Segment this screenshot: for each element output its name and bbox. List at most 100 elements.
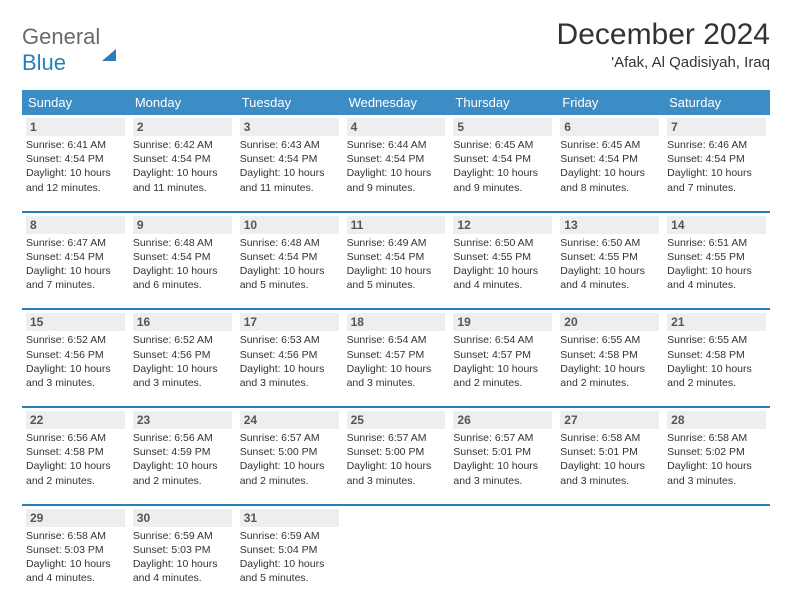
- cell-info: Sunrise: 6:58 AMSunset: 5:02 PMDaylight:…: [667, 431, 766, 488]
- date-number: 12: [453, 216, 552, 234]
- cell-info: Sunrise: 6:58 AMSunset: 5:03 PMDaylight:…: [26, 529, 125, 586]
- date-number: 13: [560, 216, 659, 234]
- cell-info: Sunrise: 6:59 AMSunset: 5:03 PMDaylight:…: [133, 529, 232, 586]
- cell-info: Sunrise: 6:50 AMSunset: 4:55 PMDaylight:…: [560, 236, 659, 293]
- logo-text: General Blue: [22, 24, 116, 76]
- date-number: 25: [347, 411, 446, 429]
- date-number: 3: [240, 118, 339, 136]
- cell-info: Sunrise: 6:49 AMSunset: 4:54 PMDaylight:…: [347, 236, 446, 293]
- location: 'Afak, Al Qadisiyah, Iraq: [557, 54, 770, 71]
- week-row: 1Sunrise: 6:41 AMSunset: 4:54 PMDaylight…: [22, 115, 770, 201]
- date-number: 31: [240, 509, 339, 527]
- calendar-cell: 7Sunrise: 6:46 AMSunset: 4:54 PMDaylight…: [663, 115, 770, 201]
- calendar-cell: 11Sunrise: 6:49 AMSunset: 4:54 PMDayligh…: [343, 213, 450, 299]
- calendar-cell: 26 Sunrise: 6:57 AMSunset: 5:01 PMDayligh…: [449, 408, 556, 494]
- cell-info: Sunrise: 6:42 AMSunset: 4:54 PMDaylight:…: [133, 138, 232, 195]
- calendar-cell: 14 Sunrise: 6:51 AMSunset: 4:55 PMDayligh…: [663, 213, 770, 299]
- date-number: 6: [560, 118, 659, 136]
- date-number: 20: [560, 313, 659, 331]
- date-number: 16: [133, 313, 232, 331]
- calendar-cell: 10 Sunrise: 6:48 AMSunset: 4:54 PMDayligh…: [236, 213, 343, 299]
- calendar-cell: 5 Sunrise: 6:45 AMSunset: 4:54 PMDaylight…: [449, 115, 556, 201]
- weeks-container: 1Sunrise: 6:41 AMSunset: 4:54 PMDaylight…: [22, 115, 770, 591]
- date-number: 30: [133, 509, 232, 527]
- calendar-cell: 28 Sunrise: 6:58 AMSunset: 5:02 PMDayligh…: [663, 408, 770, 494]
- date-number: 21: [667, 313, 766, 331]
- date-number: 5: [453, 118, 552, 136]
- cell-info: Sunrise: 6:51 AMSunset: 4:55 PMDaylight:…: [667, 236, 766, 293]
- calendar-cell: 29 Sunrise: 6:58 AMSunset: 5:03 PMDayligh…: [22, 506, 129, 592]
- cell-info: Sunrise: 6:59 AMSunset: 5:04 PMDaylight:…: [240, 529, 339, 586]
- cell-info: Sunrise: 6:46 AMSunset: 4:54 PMDaylight:…: [667, 138, 766, 195]
- calendar: SundayMondayTuesdayWednesdayThursdayFrid…: [22, 90, 770, 591]
- day-header: Wednesday: [343, 90, 450, 115]
- date-number: 23: [133, 411, 232, 429]
- date-number: 28: [667, 411, 766, 429]
- header: General Blue December 2024 'Afak, Al Qad…: [22, 18, 770, 76]
- date-number: 2: [133, 118, 232, 136]
- date-number: 24: [240, 411, 339, 429]
- cell-info: Sunrise: 6:48 AMSunset: 4:54 PMDaylight:…: [133, 236, 232, 293]
- calendar-cell: 1Sunrise: 6:41 AMSunset: 4:54 PMDaylight…: [22, 115, 129, 201]
- day-header: Monday: [129, 90, 236, 115]
- date-number: 22: [26, 411, 125, 429]
- date-number: 15: [26, 313, 125, 331]
- cell-info: Sunrise: 6:48 AMSunset: 4:54 PMDaylight:…: [240, 236, 339, 293]
- calendar-cell: 2 Sunrise: 6:42 AMSunset: 4:54 PMDaylight…: [129, 115, 236, 201]
- date-number: 8: [26, 216, 125, 234]
- week-row: 29 Sunrise: 6:58 AMSunset: 5:03 PMDayligh…: [22, 504, 770, 592]
- calendar-cell: 27Sunrise: 6:58 AMSunset: 5:01 PMDayligh…: [556, 408, 663, 494]
- calendar-cell: 24Sunrise: 6:57 AMSunset: 5:00 PMDayligh…: [236, 408, 343, 494]
- date-number: 9: [133, 216, 232, 234]
- day-header: Tuesday: [236, 90, 343, 115]
- calendar-cell: 21 Sunrise: 6:55 AMSunset: 4:58 PMDayligh…: [663, 310, 770, 396]
- title-block: December 2024 'Afak, Al Qadisiyah, Iraq: [557, 18, 770, 71]
- cell-info: Sunrise: 6:50 AMSunset: 4:55 PMDaylight:…: [453, 236, 552, 293]
- calendar-cell: 4Sunrise: 6:44 AMSunset: 4:54 PMDaylight…: [343, 115, 450, 201]
- calendar-cell: 23Sunrise: 6:56 AMSunset: 4:59 PMDayligh…: [129, 408, 236, 494]
- calendar-cell: 15 Sunrise: 6:52 AMSunset: 4:56 PMDayligh…: [22, 310, 129, 396]
- calendar-cell: 31 Sunrise: 6:59 AMSunset: 5:04 PMDayligh…: [236, 506, 343, 592]
- logo-text-1: General: [22, 24, 100, 49]
- day-header: Friday: [556, 90, 663, 115]
- calendar-cell: 17Sunrise: 6:53 AMSunset: 4:56 PMDayligh…: [236, 310, 343, 396]
- calendar-cell-empty: [449, 506, 556, 592]
- calendar-cell: 18 Sunrise: 6:54 AMSunset: 4:57 PMDayligh…: [343, 310, 450, 396]
- week-row: 15 Sunrise: 6:52 AMSunset: 4:56 PMDayligh…: [22, 308, 770, 396]
- week-row: 22 Sunrise: 6:56 AMSunset: 4:58 PMDayligh…: [22, 406, 770, 494]
- cell-info: Sunrise: 6:43 AMSunset: 4:54 PMDaylight:…: [240, 138, 339, 195]
- day-header: Sunday: [22, 90, 129, 115]
- week-row: 8Sunrise: 6:47 AMSunset: 4:54 PMDaylight…: [22, 211, 770, 299]
- calendar-cell: 12 Sunrise: 6:50 AMSunset: 4:55 PMDayligh…: [449, 213, 556, 299]
- calendar-cell: 13 Sunrise: 6:50 AMSunset: 4:55 PMDayligh…: [556, 213, 663, 299]
- calendar-cell-empty: [343, 506, 450, 592]
- day-header: Saturday: [663, 90, 770, 115]
- cell-info: Sunrise: 6:41 AMSunset: 4:54 PMDaylight:…: [26, 138, 125, 195]
- calendar-cell: 16Sunrise: 6:52 AMSunset: 4:56 PMDayligh…: [129, 310, 236, 396]
- cell-info: Sunrise: 6:52 AMSunset: 4:56 PMDaylight:…: [26, 333, 125, 390]
- cell-info: Sunrise: 6:55 AMSunset: 4:58 PMDaylight:…: [667, 333, 766, 390]
- date-number: 29: [26, 509, 125, 527]
- calendar-cell-empty: [663, 506, 770, 592]
- calendar-cell: 6 Sunrise: 6:45 AMSunset: 4:54 PMDaylight…: [556, 115, 663, 201]
- cell-info: Sunrise: 6:44 AMSunset: 4:54 PMDaylight:…: [347, 138, 446, 195]
- cell-info: Sunrise: 6:57 AMSunset: 5:01 PMDaylight:…: [453, 431, 552, 488]
- calendar-cell: 19Sunrise: 6:54 AMSunset: 4:57 PMDayligh…: [449, 310, 556, 396]
- calendar-cell-empty: [556, 506, 663, 592]
- date-number: 26: [453, 411, 552, 429]
- date-number: 10: [240, 216, 339, 234]
- date-number: 14: [667, 216, 766, 234]
- day-header: Thursday: [449, 90, 556, 115]
- date-number: 18: [347, 313, 446, 331]
- cell-info: Sunrise: 6:45 AMSunset: 4:54 PMDaylight:…: [453, 138, 552, 195]
- calendar-cell: 25Sunrise: 6:57 AMSunset: 5:00 PMDayligh…: [343, 408, 450, 494]
- month-title: December 2024: [557, 18, 770, 52]
- calendar-cell: 9 Sunrise: 6:48 AMSunset: 4:54 PMDaylight…: [129, 213, 236, 299]
- cell-info: Sunrise: 6:56 AMSunset: 4:58 PMDaylight:…: [26, 431, 125, 488]
- cell-info: Sunrise: 6:45 AMSunset: 4:54 PMDaylight:…: [560, 138, 659, 195]
- logo: General Blue: [22, 18, 116, 76]
- cell-info: Sunrise: 6:55 AMSunset: 4:58 PMDaylight:…: [560, 333, 659, 390]
- cell-info: Sunrise: 6:54 AMSunset: 4:57 PMDaylight:…: [347, 333, 446, 390]
- calendar-cell: 30 Sunrise: 6:59 AMSunset: 5:03 PMDayligh…: [129, 506, 236, 592]
- calendar-cell: 20 Sunrise: 6:55 AMSunset: 4:58 PMDayligh…: [556, 310, 663, 396]
